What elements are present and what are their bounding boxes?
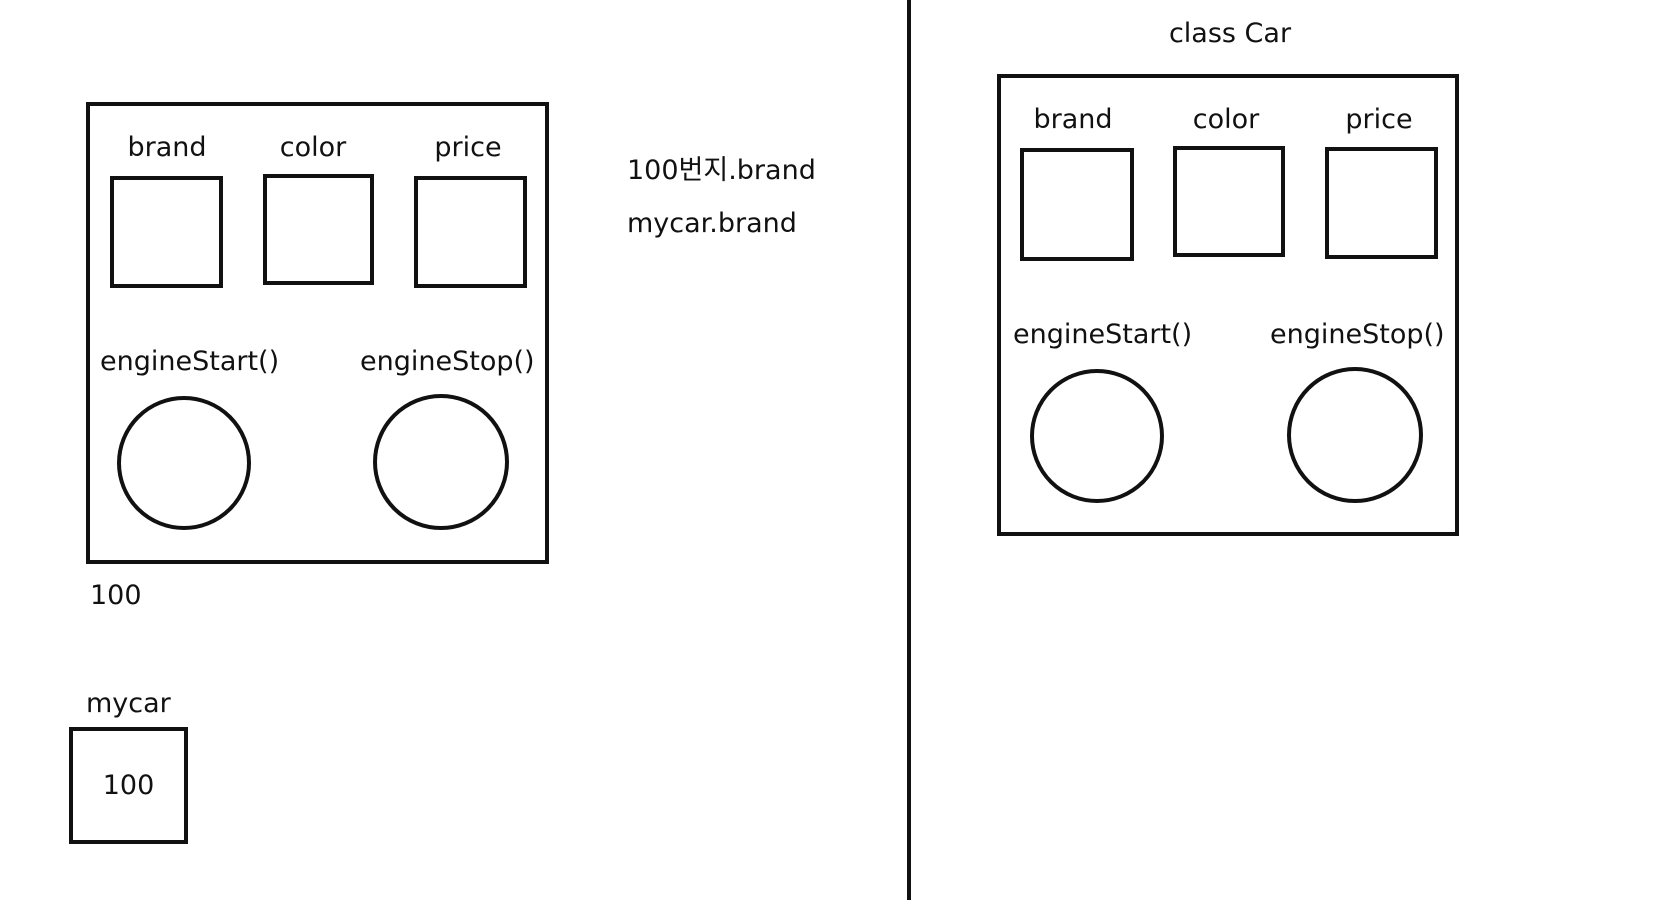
instance-method-enginestart-label: engineStart() [100,346,280,377]
reference-variable-box [69,727,188,844]
instance-method-enginestop-label: engineStop() [360,346,535,377]
class-method-enginestart-circle [1030,369,1164,503]
reference-variable-value: 100 [102,770,155,801]
instance-field-brand-slot [110,176,223,288]
class-field-color-label: color [1192,104,1260,135]
class-definition-box [997,74,1459,536]
divider-line [907,0,911,900]
note-address-access: 100번지.brand [627,155,816,186]
instance-field-price-label: price [434,132,502,163]
class-field-brand-label: brand [1033,104,1113,135]
object-instance-box [86,102,549,564]
class-title: class Car [1168,18,1292,49]
note-reference-access: mycar.brand [627,208,797,239]
instance-field-color-slot [263,174,374,285]
class-method-enginestop-label: engineStop() [1270,319,1445,350]
class-field-price-slot [1325,147,1438,259]
reference-variable-name: mycar [86,688,171,719]
class-field-brand-slot [1020,148,1134,261]
instance-method-enginestop-circle [373,394,509,530]
instance-field-brand-label: brand [127,132,207,163]
instance-address-label: 100 [90,580,142,611]
class-method-enginestart-label: engineStart() [1013,319,1193,350]
instance-method-enginestart-circle [117,396,251,530]
class-method-enginestop-circle [1287,367,1423,503]
instance-field-price-slot [414,176,527,288]
class-field-color-slot [1173,146,1285,257]
instance-field-color-label: color [279,132,347,163]
class-field-price-label: price [1345,104,1413,135]
